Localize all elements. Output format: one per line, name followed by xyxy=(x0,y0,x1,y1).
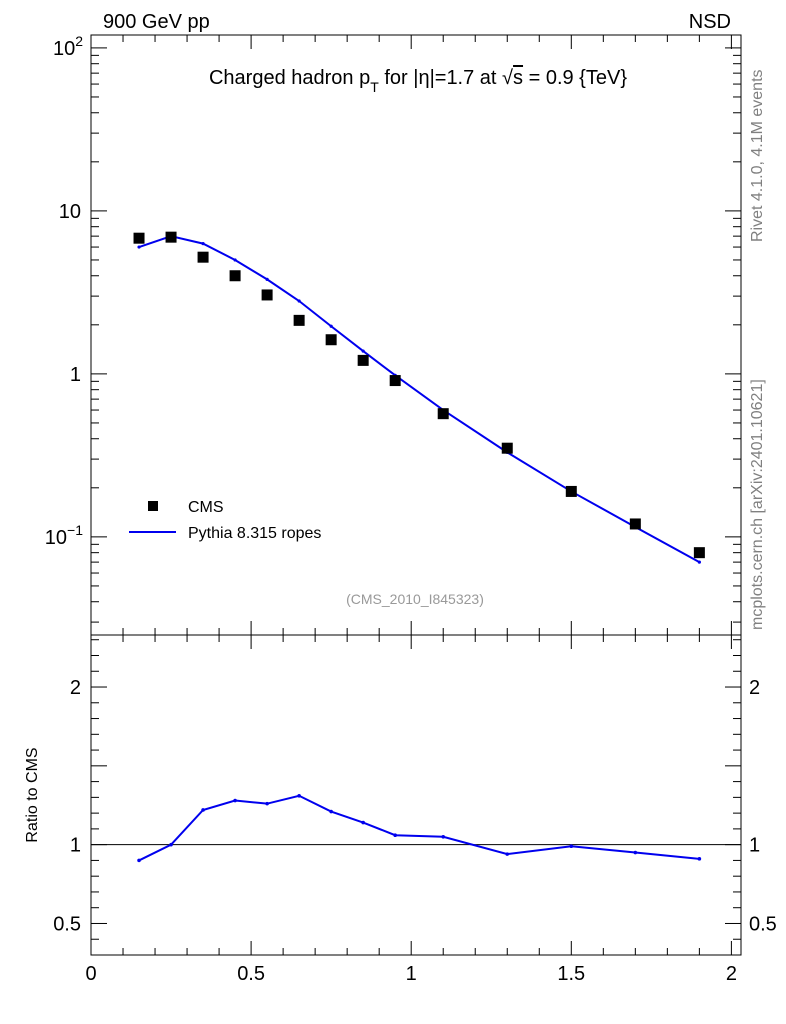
ratio-point xyxy=(697,857,702,861)
ratio-point xyxy=(633,850,638,855)
x-tick-label: 2 xyxy=(726,963,737,985)
ratio-point xyxy=(569,844,574,849)
mc-point xyxy=(297,299,301,303)
main-y-tick-label: 10 xyxy=(59,201,81,223)
data-point xyxy=(565,485,577,497)
mc-point xyxy=(361,349,365,353)
ratio-point xyxy=(361,820,365,825)
mc-line xyxy=(138,235,700,563)
rivet-version-label: Rivet 4.1.0, 4.1M events xyxy=(749,69,766,242)
main-axis-ticks xyxy=(90,35,741,635)
ratio-point xyxy=(329,809,333,814)
x-tick-label: 0 xyxy=(85,963,96,985)
data-point xyxy=(693,547,705,559)
ratio-y-tick-label: 1 xyxy=(70,835,81,857)
ratio-point xyxy=(393,833,397,837)
main-y-tick-label: 102 xyxy=(53,33,83,60)
x-tick-labels: 0 0.5 1 1.5 2 xyxy=(85,963,737,985)
ratio-axis-ticks xyxy=(90,635,741,956)
data-point xyxy=(501,442,513,454)
data-point xyxy=(293,314,305,326)
main-y-tick-labels: 102 10 1 10−1 xyxy=(45,33,83,549)
ratio-y-tick-label-right: 0.5 xyxy=(749,913,777,935)
x-tick-label: 1.5 xyxy=(557,963,585,985)
data-point xyxy=(261,289,273,301)
legend-mc-label: Pythia 8.315 ropes xyxy=(188,525,321,542)
ratio-ylabel: Ratio to CMS xyxy=(24,747,41,842)
ratio-line xyxy=(138,794,700,862)
ratio-point xyxy=(233,798,237,803)
mc-point xyxy=(265,277,269,281)
x-tick-label: 1 xyxy=(406,963,417,985)
main-data-series xyxy=(133,231,705,559)
analysis-label: (CMS_2010_I845323) xyxy=(346,591,484,607)
data-point xyxy=(437,408,449,420)
ratio-y-tick-label-right: 2 xyxy=(749,677,760,699)
data-point xyxy=(197,251,209,263)
plot-title: Charged hadron pT for |η|=1.7 at √s = 0.… xyxy=(209,67,627,95)
legend-data-label: CMS xyxy=(188,499,224,516)
ratio-panel-frame xyxy=(90,634,742,956)
data-point xyxy=(229,270,241,282)
data-point xyxy=(389,375,401,387)
mc-point xyxy=(233,258,237,262)
ratio-y-tick-label: 2 xyxy=(70,677,81,699)
data-point xyxy=(357,354,369,366)
ratio-mc-series xyxy=(137,793,702,863)
mc-point xyxy=(329,324,333,328)
ratio-point xyxy=(505,852,510,856)
ratio-y-tick-labels: 0.5 0.5 1 1 2 2 xyxy=(53,677,777,935)
ratio-point xyxy=(169,842,173,847)
mcplots-label: mcplots.cern.ch [arXiv:2401.10621] xyxy=(749,379,766,630)
ratio-point xyxy=(265,801,269,806)
main-panel-frame xyxy=(90,34,742,636)
ratio-point xyxy=(137,858,141,863)
ratio-y-tick-label: 0.5 xyxy=(53,913,81,935)
legend-data-marker xyxy=(148,501,158,511)
main-y-tick-label: 10−1 xyxy=(45,522,83,549)
header-left-label: 900 GeV pp xyxy=(103,11,210,33)
x-tick-label: 0.5 xyxy=(237,963,265,985)
ratio-y-tick-label-right: 1 xyxy=(749,835,760,857)
mc-point xyxy=(201,241,205,246)
mc-point xyxy=(697,560,701,564)
data-point xyxy=(133,232,145,244)
header-right-label: NSD xyxy=(689,11,731,33)
data-point xyxy=(165,231,177,243)
data-point xyxy=(325,334,337,346)
data-point xyxy=(629,518,641,530)
mc-point xyxy=(137,245,141,249)
ratio-point xyxy=(441,834,446,839)
ratio-point xyxy=(297,793,301,798)
ratio-point xyxy=(201,808,205,812)
main-y-tick-label: 1 xyxy=(70,364,81,386)
